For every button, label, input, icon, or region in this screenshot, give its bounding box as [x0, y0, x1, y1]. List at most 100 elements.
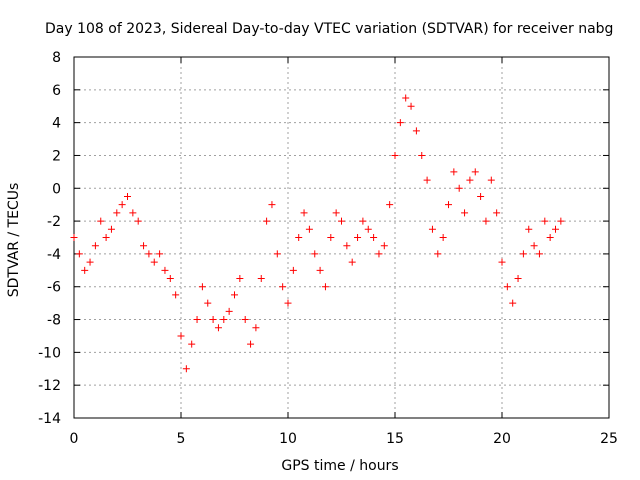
data-point [124, 192, 131, 200]
axis-ticks [73, 56, 610, 419]
y-tick-label: -8 [47, 313, 61, 329]
data-point [231, 291, 238, 299]
data-point [493, 209, 501, 217]
x-tick-label: 0 [70, 431, 79, 447]
data-point [107, 225, 115, 233]
data-point [450, 168, 458, 176]
data-point [134, 217, 142, 225]
y-tick-label: 0 [52, 181, 61, 197]
x-tick-label: 15 [386, 431, 404, 447]
data-point [150, 258, 158, 266]
data-point [140, 242, 148, 250]
data-point [338, 217, 345, 225]
y-tick-label: 2 [52, 148, 61, 164]
data-point [273, 250, 281, 258]
data-point [284, 299, 292, 307]
data-point [525, 225, 533, 233]
data-point [354, 234, 362, 241]
data-point [380, 242, 388, 250]
data-point [279, 283, 287, 291]
data-point [364, 225, 372, 233]
data-point [75, 250, 83, 258]
data-point [188, 340, 196, 348]
data-point [172, 291, 180, 299]
tick-labels: 0 5 10 15 20 25 -14 -12 -10 -8 -6 -4 -2 0 2 4 6 8 [38, 50, 618, 447]
data-point [482, 217, 490, 225]
data-point [530, 242, 538, 250]
data-point [166, 275, 174, 283]
data-point [461, 209, 469, 217]
data-point [509, 299, 517, 307]
data-point [375, 250, 383, 258]
data-point [552, 225, 559, 233]
data-point [514, 275, 522, 283]
data-point [91, 242, 99, 250]
y-tick-label: 4 [52, 116, 61, 132]
data-point [370, 234, 378, 241]
data-point [118, 201, 126, 209]
data-point [348, 258, 356, 266]
x-tick-label: 5 [177, 431, 186, 447]
data-point [428, 225, 436, 233]
data-point [263, 217, 271, 225]
data-point [311, 250, 319, 258]
data-point [247, 340, 255, 348]
data-point [70, 234, 78, 241]
data-point [471, 168, 479, 176]
data-point [214, 324, 222, 332]
data-point [332, 209, 340, 217]
data-point [327, 234, 335, 241]
x-axis-label: GPS time / hours [281, 458, 398, 474]
data-point [102, 234, 110, 241]
data-point [434, 250, 442, 258]
plot-frame [73, 56, 610, 419]
data-point [177, 332, 185, 340]
y-tick-label: -2 [47, 214, 61, 230]
data-point [305, 225, 313, 233]
data-point [295, 234, 303, 241]
data-point [257, 275, 265, 283]
data-point [557, 217, 565, 225]
chart-title: Day 108 of 2023, Sidereal Day-to-day VTE… [45, 21, 613, 37]
y-tick-label: 8 [52, 50, 61, 66]
data-point [204, 299, 212, 307]
data-point [300, 209, 308, 217]
data-point [343, 242, 351, 250]
x-tick-label: 25 [600, 431, 618, 447]
grid-lines [74, 57, 609, 418]
x-tick-label: 10 [279, 431, 297, 447]
x-tick-label: 20 [493, 431, 511, 447]
data-point [268, 201, 276, 209]
y-tick-label: -12 [38, 378, 61, 394]
data-point [209, 316, 217, 324]
data-point [156, 250, 164, 258]
data-point [236, 275, 244, 283]
y-tick-label: -10 [38, 345, 61, 361]
data-points [70, 94, 565, 373]
data-point [193, 316, 201, 324]
data-point [182, 365, 190, 373]
data-point [86, 258, 94, 266]
data-point [541, 217, 549, 225]
y-tick-label: -14 [38, 411, 61, 427]
data-point [519, 250, 527, 258]
data-point [252, 324, 260, 332]
data-point [423, 176, 431, 184]
data-point [407, 102, 415, 110]
data-point [145, 250, 153, 258]
data-point [391, 151, 399, 159]
data-point [161, 266, 169, 274]
data-point [97, 217, 105, 225]
data-point [113, 209, 121, 217]
data-point [289, 266, 297, 274]
data-point [439, 234, 447, 241]
y-tick-label: -6 [47, 280, 61, 296]
data-point [225, 307, 233, 315]
data-point [487, 176, 495, 184]
data-point [386, 201, 394, 209]
data-point [503, 283, 511, 291]
data-point [477, 192, 485, 200]
data-point [321, 283, 329, 291]
data-point [535, 250, 543, 258]
